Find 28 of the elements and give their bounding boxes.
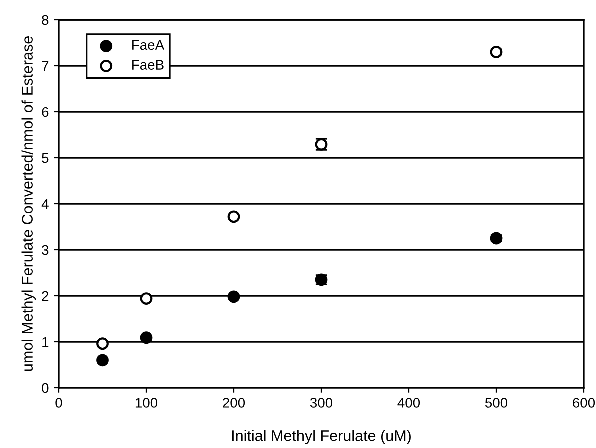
y-tick-label: 3 xyxy=(42,245,49,256)
point xyxy=(140,332,153,344)
point xyxy=(96,338,109,350)
legend-label: FaeA xyxy=(132,40,165,50)
y-tick-label: 8 xyxy=(42,15,49,26)
point xyxy=(228,210,240,224)
y-tick-label: 5 xyxy=(42,153,49,164)
x-tick-label: 300 xyxy=(310,398,333,408)
x-tick-label: 400 xyxy=(398,398,420,408)
x-tick-label: 0 xyxy=(56,398,62,408)
point xyxy=(490,232,503,245)
x-tick-label: 600 xyxy=(573,398,596,408)
point xyxy=(140,292,153,305)
point xyxy=(490,46,503,58)
y-axis-title: umol Methyl Ferulate Converted/nmol of Esterase xyxy=(22,36,36,372)
legend-label: FaeB xyxy=(132,60,164,70)
y-tick-label: 0 xyxy=(42,383,49,394)
point xyxy=(96,354,109,367)
x-tick-label: 100 xyxy=(136,398,158,408)
y-tick-label: 2 xyxy=(42,291,49,302)
x-tick-label: 200 xyxy=(223,398,246,408)
y-tick-label: 7 xyxy=(42,61,49,72)
y-tick-label: 6 xyxy=(42,107,49,118)
point xyxy=(228,290,240,304)
x-axis-title: Initial Methyl Ferulate (uM) xyxy=(232,430,411,444)
x-tick-label: 500 xyxy=(485,398,508,408)
y-tick-label: 1 xyxy=(42,337,49,348)
y-tick-label: 4 xyxy=(42,199,49,210)
